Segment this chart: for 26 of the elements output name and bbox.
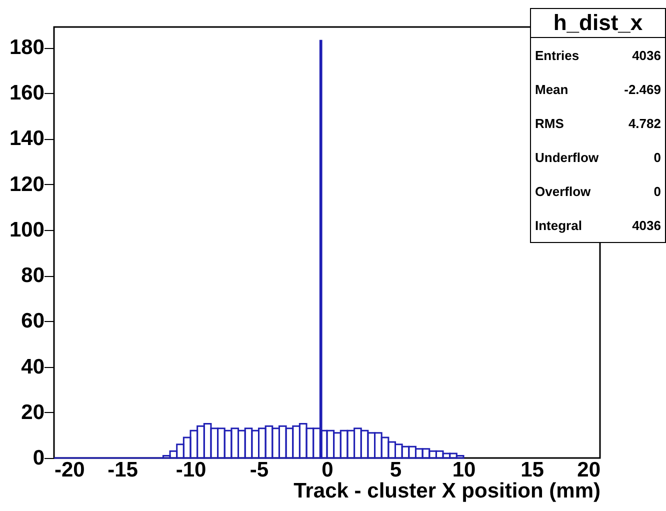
x-tick-label: 20 — [577, 458, 600, 482]
x-tick-label: -10 — [176, 458, 206, 482]
x-tick-label: 15 — [520, 458, 544, 482]
x-axis-title: Track - cluster X position (mm) — [294, 480, 600, 502]
x-tick-label: 5 — [390, 458, 402, 482]
text: RMS 4.782 — [535, 116, 661, 130]
y-tick-label: 140 — [9, 127, 44, 150]
y-tick-label: 40 — [21, 355, 44, 378]
text: Underflow 0 — [535, 150, 661, 164]
annotation: h_dist_x — [531, 9, 665, 38]
x-tick-label: -5 — [250, 458, 269, 482]
y-tick-label: 160 — [9, 82, 44, 105]
y-tick-label: 20 — [21, 400, 44, 424]
y-tick-label: 120 — [9, 172, 44, 196]
y-tick-label: 100 — [9, 218, 44, 242]
x-tick-label: 10 — [452, 458, 476, 482]
text: Entries 4036 — [535, 48, 661, 62]
text: Integral 4036 — [535, 218, 661, 232]
y-tick-label: 60 — [21, 310, 44, 333]
x-tick-label: -20 — [54, 458, 85, 482]
text: Mean -2.469 — [535, 82, 661, 96]
y-tick-label: 80 — [21, 264, 44, 288]
y-tick-label: 180 — [9, 36, 44, 60]
x-tick-label: 0 — [322, 458, 334, 482]
x-tick-label: -15 — [108, 458, 138, 482]
text: Overflow 0 — [535, 184, 661, 198]
